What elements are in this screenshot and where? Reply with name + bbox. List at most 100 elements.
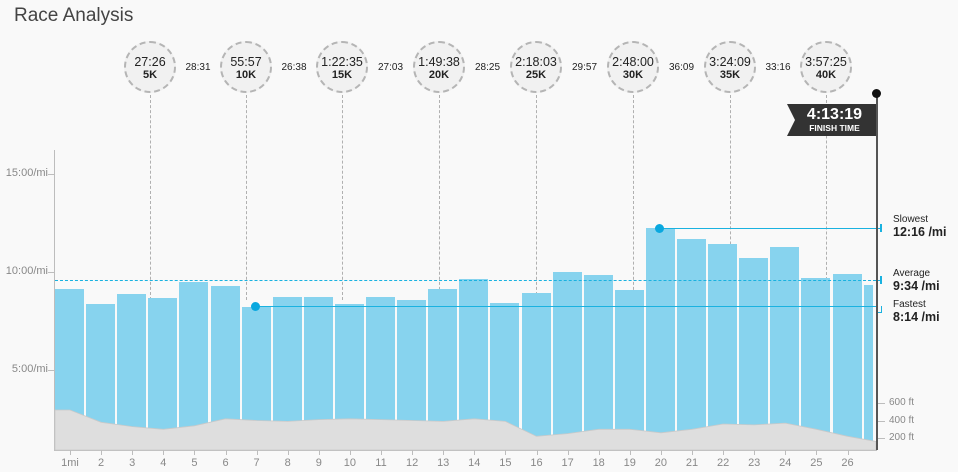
x-label: 25 xyxy=(810,457,823,469)
x-label: 15 xyxy=(499,457,512,469)
x-tick xyxy=(443,450,445,455)
checkpoint-time: 1:22:35 xyxy=(321,55,363,69)
checkpoint-25k[interactable]: 2:18:03 25K xyxy=(510,41,562,93)
checkpoint-guide-line xyxy=(439,95,440,300)
average-line xyxy=(55,280,881,281)
y-tick xyxy=(48,174,54,175)
pace-bar[interactable] xyxy=(614,290,644,450)
pace-bar[interactable] xyxy=(739,257,769,450)
x-label: 26 xyxy=(841,457,854,469)
slowest-marker[interactable] xyxy=(655,224,664,233)
pace-bar[interactable] xyxy=(832,273,862,450)
x-label: 19 xyxy=(623,457,636,469)
checkpoint-distance: 35K xyxy=(719,69,741,81)
checkpoint-10k[interactable]: 55:57 10K xyxy=(220,41,272,93)
pace-bar[interactable] xyxy=(645,227,675,450)
elev-tick xyxy=(877,421,885,422)
finish-time-flag: 4:13:19 FINISH TIME xyxy=(787,104,876,136)
elev-label-600: 600 ft xyxy=(889,397,915,408)
x-label: 4 xyxy=(160,457,167,469)
y-tick xyxy=(48,370,54,371)
page-title: Race Analysis xyxy=(14,5,134,26)
checkpoint-time: 3:57:25 xyxy=(805,55,847,69)
checkpoint-guide-line xyxy=(342,95,343,300)
split-time: 28:25 xyxy=(474,62,501,73)
checkpoint-35k[interactable]: 3:24:09 35K xyxy=(704,41,756,93)
average-label: Average xyxy=(893,268,931,279)
x-label: 3 xyxy=(129,457,136,469)
slowest-line xyxy=(659,228,881,229)
checkpoint-time: 27:26 xyxy=(134,55,166,69)
pace-bar[interactable] xyxy=(677,239,706,450)
x-tick xyxy=(287,450,289,455)
x-tick xyxy=(412,450,414,455)
x-tick xyxy=(692,450,693,455)
x-tick xyxy=(598,450,600,455)
fastest-marker[interactable] xyxy=(251,302,260,311)
pace-bar[interactable] xyxy=(863,285,873,450)
x-tick xyxy=(101,450,103,455)
checkpoint-guide-line xyxy=(536,95,537,300)
x-label: 17 xyxy=(561,457,574,469)
checkpoint-guide-line xyxy=(150,95,151,300)
x-label: 1mi xyxy=(61,457,79,469)
slowest-line-end xyxy=(880,224,882,232)
average-line-end xyxy=(880,276,882,284)
split-time: 33:16 xyxy=(765,62,791,73)
checkpoint-distance: 15K xyxy=(331,69,353,81)
x-tick xyxy=(567,450,569,455)
checkpoint-time: 1:49:38 xyxy=(418,55,460,69)
x-tick xyxy=(629,450,631,455)
x-tick xyxy=(70,450,71,455)
checkpoint-5k[interactable]: 27:26 5K xyxy=(124,41,176,93)
checkpoint-distance: 25K xyxy=(525,69,547,81)
x-tick xyxy=(194,450,196,455)
pace-bar[interactable] xyxy=(583,274,613,450)
checkpoint-30k[interactable]: 2:48:00 30K xyxy=(607,41,659,93)
x-label: 12 xyxy=(405,457,419,469)
split-time: 26:38 xyxy=(281,62,307,73)
x-tick xyxy=(847,450,849,455)
x-axis xyxy=(54,450,877,451)
elev-tick xyxy=(877,438,885,439)
pace-bar[interactable] xyxy=(552,272,582,450)
x-label: 16 xyxy=(530,457,543,469)
x-tick xyxy=(349,450,351,455)
y-label-10: 10:00/mi xyxy=(5,265,48,277)
fastest-value: 8:14 /mi xyxy=(893,310,940,324)
fastest-label: Fastest xyxy=(893,299,926,310)
x-label: 10 xyxy=(343,457,357,469)
pace-bar[interactable] xyxy=(521,292,551,450)
x-tick xyxy=(505,450,507,455)
finish-time-label: FINISH TIME xyxy=(809,123,860,133)
x-tick xyxy=(381,450,382,455)
finish-line xyxy=(876,93,878,450)
elev-label-400: 400 ft xyxy=(889,415,915,426)
checkpoint-time: 2:18:03 xyxy=(515,55,557,69)
x-tick xyxy=(660,450,662,455)
x-label: 9 xyxy=(315,457,322,469)
checkpoint-15k[interactable]: 1:22:35 15K xyxy=(316,41,368,93)
finish-pin-icon xyxy=(872,89,881,98)
x-label: 21 xyxy=(685,457,699,469)
checkpoint-distance: 20K xyxy=(428,69,450,81)
pace-bar[interactable] xyxy=(708,243,738,450)
checkpoint-20k[interactable]: 1:49:38 20K xyxy=(413,41,465,93)
x-tick xyxy=(785,450,787,455)
x-tick xyxy=(256,450,258,455)
fastest-line xyxy=(256,306,878,307)
y-label-15: 15:00/mi xyxy=(5,167,48,179)
x-label: 23 xyxy=(748,457,761,469)
x-label: 6 xyxy=(222,457,229,469)
checkpoint-40k[interactable]: 3:57:25 40K xyxy=(800,41,852,93)
pace-bar[interactable] xyxy=(117,293,147,450)
pace-bar[interactable] xyxy=(148,298,178,450)
x-label: 8 xyxy=(284,457,291,469)
x-tick xyxy=(225,450,227,455)
pace-bar[interactable] xyxy=(179,282,209,450)
elev-label-200: 200 ft xyxy=(889,432,915,443)
split-time: 28:31 xyxy=(185,62,211,73)
x-tick xyxy=(474,450,476,455)
checkpoint-guide-line xyxy=(730,95,731,300)
y-label-5: 5:00/mi xyxy=(11,363,48,375)
